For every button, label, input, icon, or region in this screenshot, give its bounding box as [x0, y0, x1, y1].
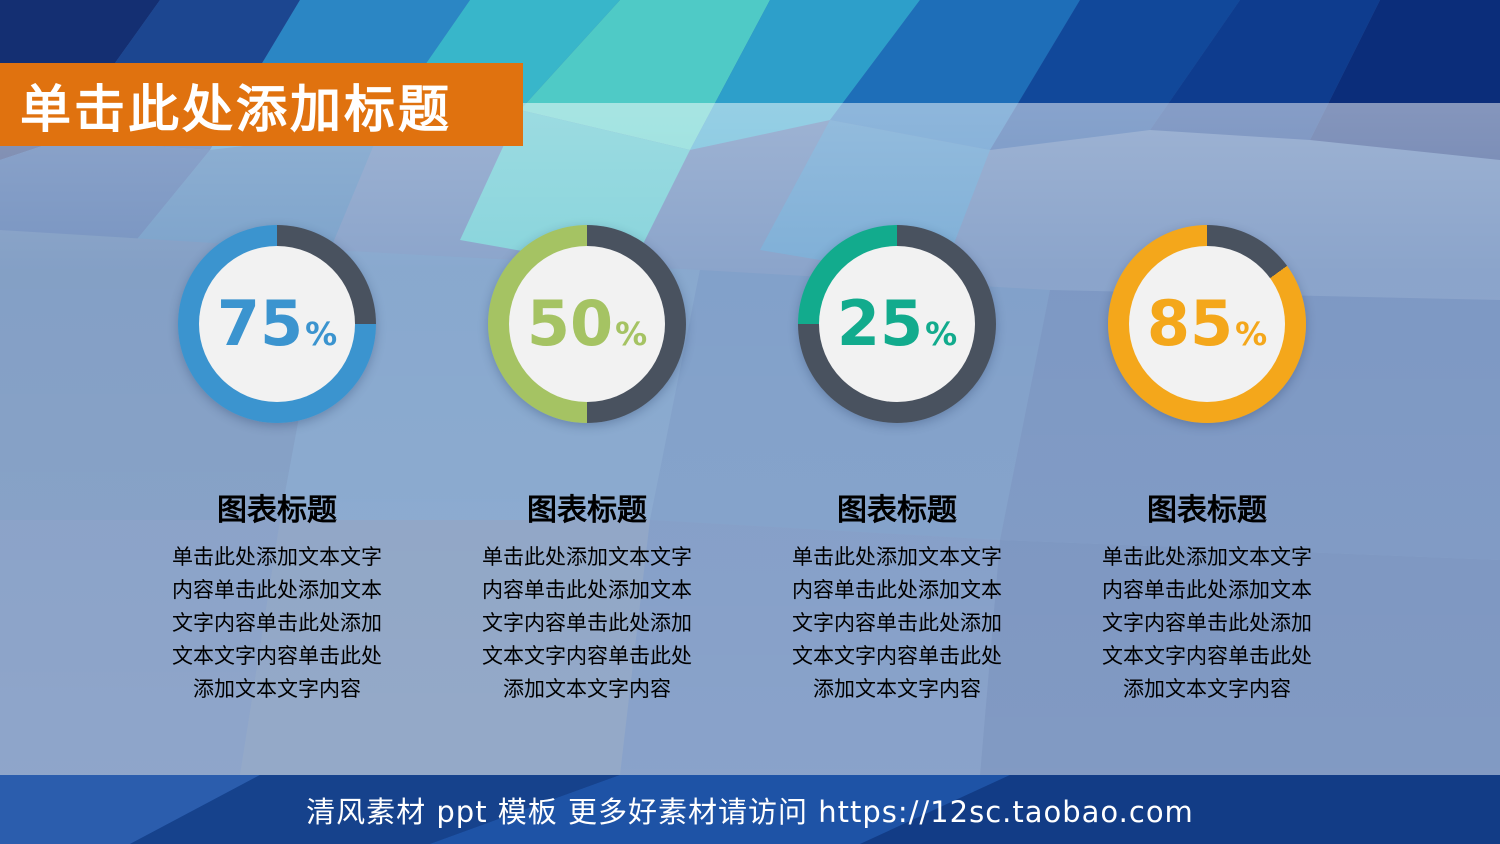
- percent-unit: %: [615, 315, 648, 353]
- chart-description: 单击此处添加文本文字 内容单击此处添加文本 文字内容单击此处添加 文本文字内容单击此处…: [792, 545, 1002, 701]
- percent-unit: %: [925, 315, 958, 353]
- donut-chart-50: 50 %: [488, 225, 686, 423]
- donut-chart-75: 75 %: [178, 225, 376, 423]
- donut-center: 50 %: [509, 246, 665, 402]
- chart-column-1: 75 % 图表标题 单击此处添加文本文字 内容单击此处添加文本 文字内容单击此处添加…: [122, 225, 432, 706]
- donut-chart-25: 25 %: [798, 225, 996, 423]
- percent-value: 25: [836, 287, 924, 360]
- percent-unit: %: [305, 315, 338, 353]
- chart-description: 单击此处添加文本文字 内容单击此处添加文本 文字内容单击此处添加 文本文字内容单击此处…: [1102, 545, 1312, 701]
- percent-value: 85: [1146, 287, 1234, 360]
- donut-center: 75 %: [199, 246, 355, 402]
- chart-title: 图表标题: [837, 493, 957, 528]
- percent-readout: 85 %: [1147, 293, 1267, 355]
- chart-title: 图表标题: [1147, 493, 1267, 528]
- chart-description: 单击此处添加文本文字 内容单击此处添加文本 文字内容单击此处添加 文本文字内容单击此处…: [172, 545, 382, 701]
- footer-bar: 清风素材 ppt 模板 更多好素材请访问 https://12sc.taobao…: [0, 775, 1500, 844]
- donut-chart-85: 85 %: [1108, 225, 1306, 423]
- footer-credit-text: 清风素材 ppt 模板 更多好素材请访问 https://12sc.taobao…: [306, 794, 1194, 829]
- slide-title: 单击此处添加标题: [20, 80, 453, 140]
- donut-center: 85 %: [1129, 246, 1285, 402]
- chart-description: 单击此处添加文本文字 内容单击此处添加文本 文字内容单击此处添加 文本文字内容单击此处…: [482, 545, 692, 701]
- chart-column-4: 85 % 图表标题 单击此处添加文本文字 内容单击此处添加文本 文字内容单击此处添加…: [1052, 225, 1362, 706]
- percent-unit: %: [1235, 315, 1268, 353]
- chart-column-2: 50 % 图表标题 单击此处添加文本文字 内容单击此处添加文本 文字内容单击此处添加…: [432, 225, 742, 706]
- chart-column-3: 25 % 图表标题 单击此处添加文本文字 内容单击此处添加文本 文字内容单击此处添加…: [742, 225, 1052, 706]
- percent-readout: 50 %: [527, 293, 647, 355]
- percent-value: 50: [526, 287, 614, 360]
- chart-title: 图表标题: [217, 493, 337, 528]
- chart-title: 图表标题: [527, 493, 647, 528]
- percent-value: 75: [216, 287, 304, 360]
- percent-readout: 75 %: [217, 293, 337, 355]
- title-banner: 单击此处添加标题: [0, 63, 523, 146]
- donut-center: 25 %: [819, 246, 975, 402]
- percent-readout: 25 %: [837, 293, 957, 355]
